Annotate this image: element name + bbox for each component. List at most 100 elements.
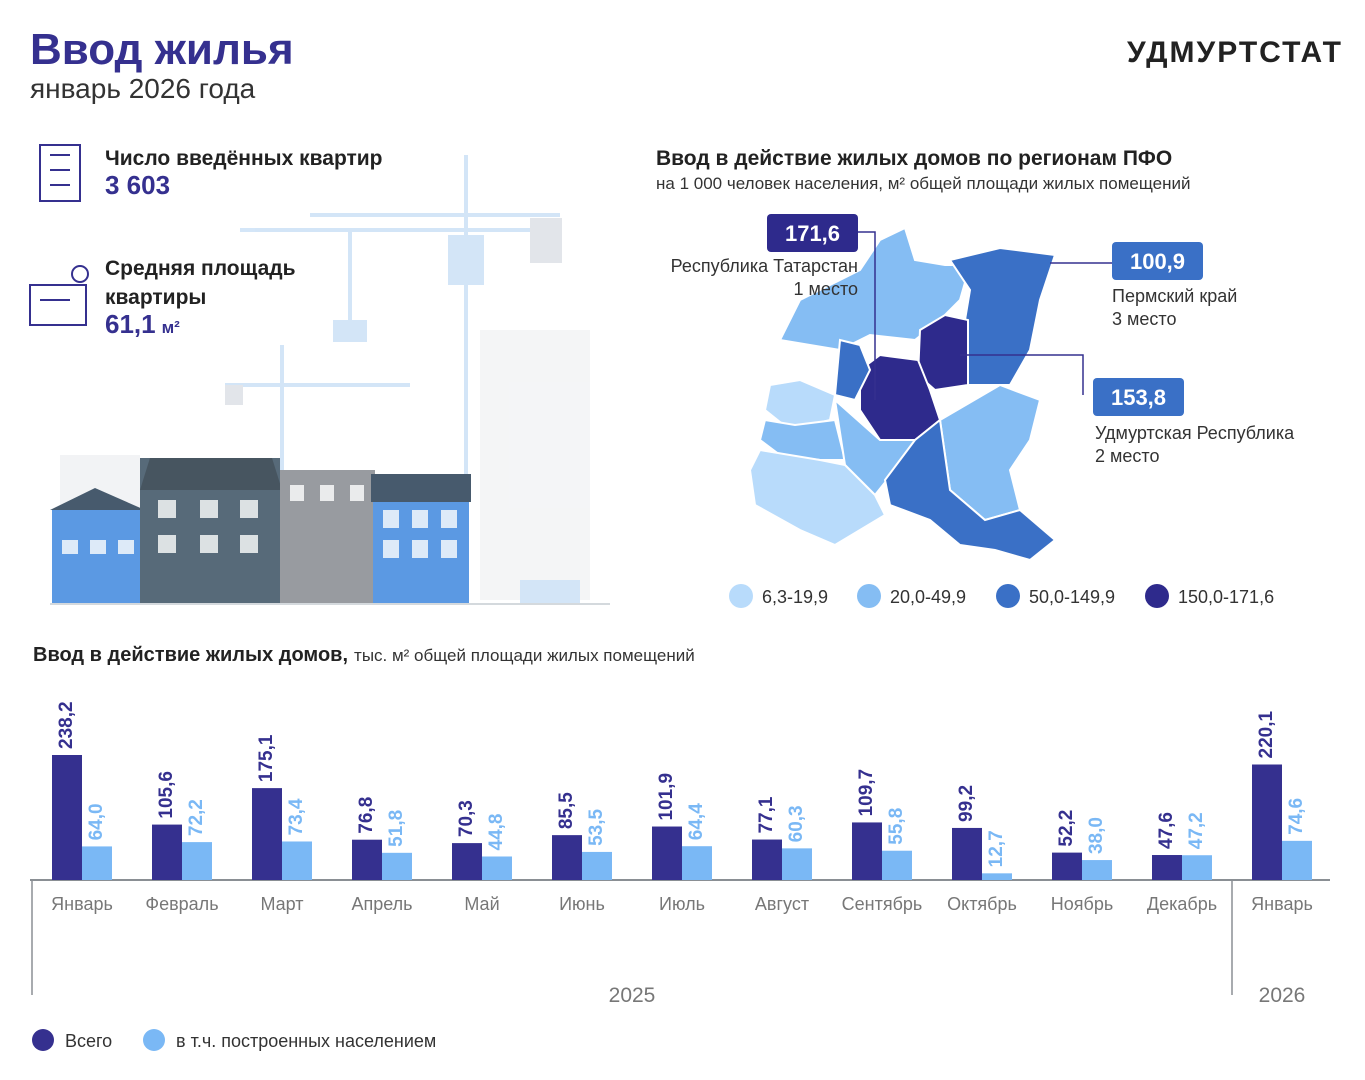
bar xyxy=(1282,840,1312,880)
value-label: 12,7 xyxy=(986,830,1007,867)
map-title: Ввод в действие жилых домов по регионам … xyxy=(656,147,1172,170)
bar xyxy=(982,873,1012,880)
value-label: 85,5 xyxy=(556,792,577,829)
chart-subtitle: тыс. м² общей площади жилых помещений xyxy=(354,646,695,665)
title: Ввод жилья xyxy=(30,25,294,74)
x-tick-label: Сентябрь xyxy=(842,894,923,914)
stat-value: 61,1 xyxy=(105,309,156,339)
group-label: 2026 xyxy=(1259,984,1306,1007)
value-label: 64,4 xyxy=(686,803,707,840)
x-tick-label: Январь xyxy=(1251,894,1313,914)
bar xyxy=(352,839,382,880)
stat-icons xyxy=(29,144,89,326)
value-label: 70,3 xyxy=(456,800,477,837)
x-tick-label: Декабрь xyxy=(1147,894,1217,914)
bar xyxy=(152,824,182,880)
callout-region: Пермский край xyxy=(1112,286,1237,306)
x-tick-label: Март xyxy=(260,894,303,914)
legend-label: Всего xyxy=(65,1031,112,1051)
value-label: 47,6 xyxy=(1156,812,1177,849)
x-tick-label: Январь xyxy=(51,894,113,914)
legend-label: 20,0-49,9 xyxy=(890,587,966,607)
agency: УДМУРТСТАТ xyxy=(1127,36,1343,69)
bar xyxy=(1252,764,1282,880)
bar xyxy=(552,835,582,880)
bar xyxy=(252,788,282,880)
bar xyxy=(652,826,682,880)
callout-rank: 3 место xyxy=(1112,309,1176,329)
legend-marker xyxy=(996,584,1020,608)
x-tick-label: Апрель xyxy=(351,894,412,914)
value-label: 105,6 xyxy=(156,771,177,819)
legend-marker xyxy=(32,1029,54,1051)
legend-label: в т.ч. построенных населением xyxy=(176,1031,436,1051)
bar xyxy=(1152,855,1182,880)
bar xyxy=(852,822,882,880)
callout-box xyxy=(1112,242,1203,280)
value-label: 55,8 xyxy=(886,808,907,845)
bar xyxy=(182,842,212,880)
legend-label: 150,0-171,6 xyxy=(1178,587,1274,607)
stat-label: Средняя площадь xyxy=(105,257,296,280)
x-tick-label: Май xyxy=(464,894,499,914)
x-tick-label: Июнь xyxy=(559,894,605,914)
bar xyxy=(452,843,482,880)
bar xyxy=(52,755,82,880)
map-subtitle: на 1 000 человек населения, м² общей пло… xyxy=(656,174,1191,193)
bar xyxy=(1052,852,1082,880)
bar xyxy=(882,850,912,880)
value-label: 44,8 xyxy=(486,814,507,851)
value-label: 73,4 xyxy=(286,798,307,835)
stat-value: 3 603 xyxy=(105,170,170,200)
value-label: 60,3 xyxy=(786,805,807,842)
bar xyxy=(1182,855,1212,880)
callout-value: 153,8 xyxy=(1111,385,1166,410)
callout-box xyxy=(767,214,858,252)
bar xyxy=(1082,860,1112,880)
callout-rank: 2 место xyxy=(1095,446,1159,466)
callout-rank: 1 место xyxy=(794,279,858,299)
legend-marker xyxy=(1145,584,1169,608)
callout-region: Республика Татарстан xyxy=(671,256,858,276)
legend-marker xyxy=(729,584,753,608)
value-label: 109,7 xyxy=(856,769,877,817)
bar xyxy=(382,852,412,880)
callout-value: 171,6 xyxy=(785,221,840,246)
stat-label: квартиры xyxy=(105,286,206,309)
value-label: 38,0 xyxy=(1086,817,1107,854)
stat-label: Число введённых квартир xyxy=(105,147,383,170)
stat-unit: м² xyxy=(162,318,181,337)
map xyxy=(748,226,1057,562)
x-tick-label: Февраль xyxy=(145,894,218,914)
value-label: 51,8 xyxy=(386,810,407,847)
bar xyxy=(82,846,112,880)
value-label: 72,2 xyxy=(186,799,207,836)
illustration xyxy=(50,155,610,605)
bar xyxy=(582,851,612,880)
bar xyxy=(482,856,512,880)
bar xyxy=(952,827,982,880)
x-tick-label: Август xyxy=(755,894,809,914)
x-tick-label: Октябрь xyxy=(947,894,1017,914)
chart-title: Ввод в действие жилых домов, xyxy=(33,644,348,666)
value-label: 220,1 xyxy=(1256,711,1277,759)
value-label: 47,2 xyxy=(1186,812,1207,849)
value-label: 52,2 xyxy=(1056,810,1077,847)
subtitle: январь 2026 года xyxy=(30,73,256,104)
callout-lines xyxy=(858,231,1112,400)
x-tick-label: Июль xyxy=(659,894,705,914)
bar xyxy=(282,841,312,880)
callout-value: 100,9 xyxy=(1130,249,1185,274)
legend-label: 6,3-19,9 xyxy=(762,587,828,607)
bar xyxy=(682,846,712,880)
value-label: 74,6 xyxy=(1286,798,1307,835)
group-label: 2025 xyxy=(609,984,656,1007)
legend-marker xyxy=(857,584,881,608)
value-label: 64,0 xyxy=(86,803,107,840)
value-label: 77,1 xyxy=(756,796,777,833)
value-label: 99,2 xyxy=(956,785,977,822)
callout-box xyxy=(1093,378,1184,416)
x-tick-label: Ноябрь xyxy=(1051,894,1113,914)
value-label: 76,8 xyxy=(356,797,377,834)
